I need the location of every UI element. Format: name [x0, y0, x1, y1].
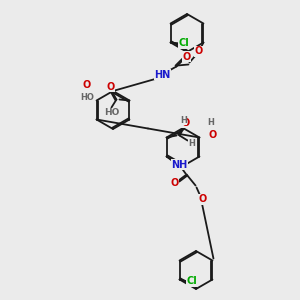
Text: O: O	[170, 178, 179, 188]
Text: O: O	[198, 194, 207, 205]
Text: NH: NH	[171, 160, 188, 170]
Text: O: O	[106, 82, 115, 92]
Text: O: O	[209, 130, 217, 140]
Text: HO: HO	[80, 93, 94, 102]
Text: Cl: Cl	[178, 38, 189, 49]
Text: O: O	[83, 80, 91, 91]
Text: Cl: Cl	[186, 277, 197, 286]
Text: O: O	[194, 46, 202, 56]
Text: H: H	[180, 116, 187, 125]
Text: H: H	[208, 118, 214, 127]
Text: HO: HO	[104, 108, 119, 117]
Text: HN: HN	[154, 70, 171, 80]
Text: O: O	[182, 52, 190, 61]
Text: H: H	[188, 139, 195, 148]
Text: O: O	[182, 118, 190, 128]
